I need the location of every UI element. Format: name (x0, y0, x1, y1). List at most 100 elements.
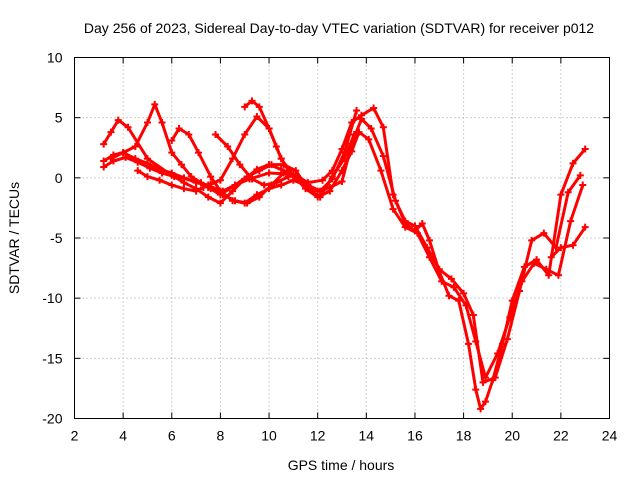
data-point (236, 161, 244, 169)
data-point (379, 123, 387, 131)
x-tick-label: 2 (71, 428, 79, 444)
data-point (413, 229, 421, 237)
data-point (134, 167, 142, 175)
data-point (277, 165, 285, 173)
series-layer (100, 97, 589, 413)
data-point (379, 152, 387, 160)
data-point (285, 173, 292, 181)
data-point (542, 265, 550, 273)
y-tick-label: 0 (55, 170, 63, 186)
data-point (180, 185, 188, 193)
data-point (426, 236, 434, 244)
x-tick-label: 20 (504, 428, 520, 444)
data-point (464, 340, 472, 348)
data-point (175, 124, 183, 132)
data-point (528, 236, 536, 244)
x-tick-label: 4 (119, 428, 127, 444)
data-point (277, 181, 285, 189)
data-point (168, 137, 176, 145)
data-point (350, 131, 358, 139)
data-point (143, 118, 151, 126)
data-point (151, 100, 159, 108)
y-tick-label: 10 (47, 50, 63, 66)
data-point (199, 183, 207, 191)
data-point (241, 131, 249, 139)
data-point (100, 140, 108, 148)
data-point (460, 289, 468, 297)
data-point (158, 118, 166, 126)
data-point (168, 181, 176, 189)
data-point (265, 169, 273, 177)
data-point (100, 163, 108, 171)
data-point (506, 313, 514, 321)
data-point (481, 398, 489, 406)
data-point (581, 223, 589, 231)
data-point (168, 149, 176, 157)
data-point (192, 187, 200, 195)
data-point (216, 176, 224, 184)
data-point (212, 131, 220, 139)
series-track-7 (134, 112, 297, 195)
data-point (248, 97, 256, 105)
data-point (185, 131, 193, 139)
data-point (491, 374, 499, 382)
data-point (540, 229, 548, 237)
data-point (156, 176, 164, 184)
data-point (557, 191, 565, 199)
data-point (107, 155, 115, 163)
data-point (401, 223, 409, 231)
x-tick-label: 12 (310, 428, 326, 444)
data-point (146, 164, 154, 172)
data-point (494, 350, 502, 358)
data-point (567, 217, 575, 225)
data-point (365, 135, 373, 143)
series-track-3 (100, 128, 587, 382)
data-point (377, 167, 385, 175)
data-point (569, 241, 577, 249)
grid (74, 57, 610, 419)
data-point (255, 167, 263, 175)
data-point (216, 199, 224, 207)
data-point (392, 197, 399, 205)
data-point (472, 386, 480, 394)
data-point (231, 181, 239, 189)
x-tick-label: 22 (553, 428, 569, 444)
data-point (518, 277, 526, 285)
data-point (545, 271, 553, 279)
data-point (569, 159, 577, 167)
data-point (187, 173, 195, 181)
data-point (367, 124, 375, 132)
y-tick-label: -5 (50, 230, 63, 246)
data-point (316, 193, 324, 201)
data-point (370, 104, 378, 112)
series-line (549, 225, 587, 259)
data-point (122, 153, 130, 161)
data-point (267, 161, 275, 169)
data-point (316, 187, 324, 195)
data-point (326, 187, 334, 195)
data-point (253, 112, 261, 120)
y-tick-label: 5 (55, 110, 63, 126)
data-point (243, 199, 251, 207)
data-point (260, 181, 268, 189)
data-point (426, 253, 434, 261)
x-axis-label: GPS time / hours (288, 457, 395, 473)
data-point (481, 374, 489, 382)
data-point (353, 106, 361, 114)
data-point (547, 253, 555, 261)
data-point (277, 155, 285, 163)
data-point (438, 277, 446, 285)
data-point (472, 337, 480, 345)
data-point (576, 171, 584, 179)
data-point (107, 128, 115, 136)
chart-title: Day 256 of 2023, Sidereal Day-to-day VTE… (84, 20, 594, 36)
data-point (554, 271, 562, 279)
data-point (579, 181, 587, 189)
series-track-8 (212, 131, 292, 189)
x-tick-label: 6 (168, 428, 176, 444)
x-tick-label: 16 (407, 428, 423, 444)
data-point (219, 191, 227, 199)
data-point (469, 311, 477, 319)
